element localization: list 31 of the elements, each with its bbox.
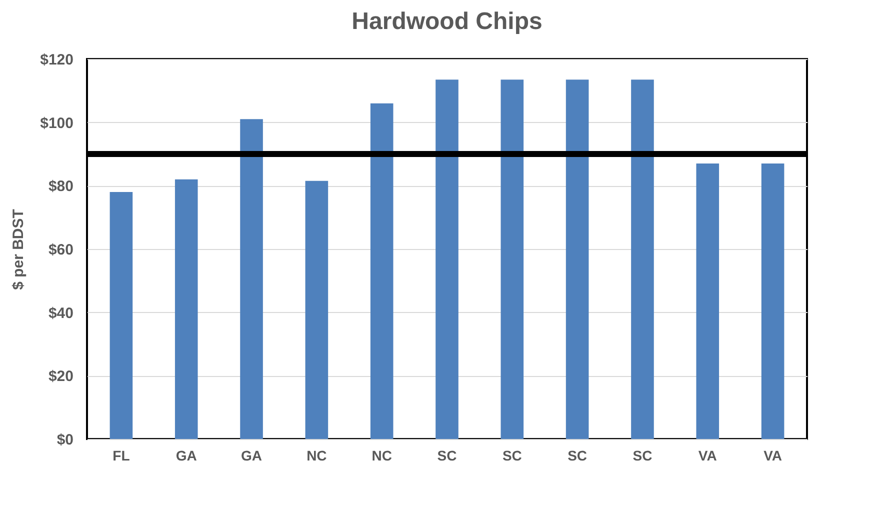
bar	[566, 80, 589, 439]
chart-title: Hardwood Chips	[352, 8, 542, 35]
y-tick-label: $40	[48, 304, 74, 322]
y-tick-label: $0	[56, 432, 74, 448]
bar	[761, 164, 784, 439]
x-tick-label: SC	[502, 448, 522, 464]
bar	[240, 119, 263, 439]
bar	[305, 180, 328, 439]
x-tick-label: NC	[306, 448, 327, 464]
x-tick-label: VA	[764, 448, 782, 464]
y-tick-label: $20	[48, 368, 74, 386]
x-tick-label: GA	[241, 448, 262, 464]
bar	[436, 80, 458, 439]
x-tick-label: VA	[698, 448, 717, 464]
y-tick-label: $60	[48, 242, 74, 258]
x-tick-label: NC	[372, 448, 392, 464]
x-tick-label: SC	[632, 448, 652, 464]
y-tick-label: $100	[40, 114, 74, 132]
bar	[696, 164, 720, 439]
x-tick-label: GA	[176, 448, 197, 464]
x-tick-label: SC	[568, 448, 588, 464]
bar	[110, 192, 133, 439]
bar	[500, 80, 524, 439]
x-tick-label: SC	[437, 448, 457, 464]
y-tick-label: $80	[48, 178, 74, 196]
bar	[370, 103, 394, 439]
y-tick-label: $120	[40, 52, 74, 68]
x-tick-label: FL	[112, 448, 130, 464]
bar	[631, 80, 654, 439]
y-axis-title: $ per BDST	[10, 209, 28, 290]
bar	[174, 179, 198, 439]
